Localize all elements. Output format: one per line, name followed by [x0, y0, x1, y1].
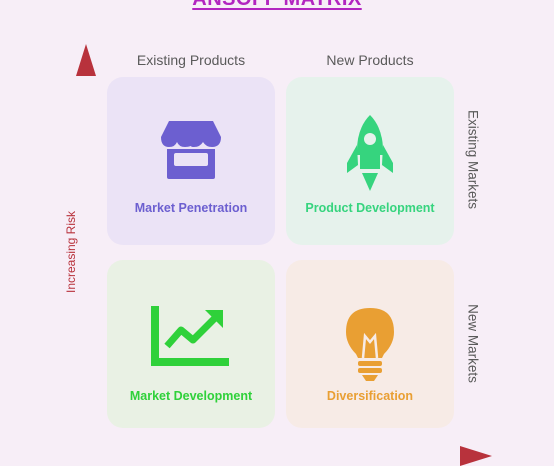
- trending-chart-icon: [107, 302, 275, 373]
- y-axis-label: Increasing Risk: [64, 210, 78, 294]
- quadrant-label: Product Development: [305, 201, 435, 215]
- quadrant-diversification: Diversification: [286, 260, 454, 428]
- storefront-icon: [107, 117, 275, 186]
- quadrant-market-development: Market Development: [107, 260, 275, 428]
- lightbulb-icon: [286, 306, 454, 387]
- diagram-title: ANSOFF MATRIX: [0, 0, 554, 11]
- x-axis-arrowhead: [460, 446, 492, 466]
- quadrant-market-penetration: Market Penetration: [107, 77, 275, 245]
- y-axis-arrowhead: [76, 44, 96, 76]
- column-header-existing-products: Existing Products: [136, 52, 246, 68]
- quadrant-label: Market Development: [129, 389, 253, 403]
- quadrant-label: Diversification: [326, 389, 414, 403]
- quadrant-label: Market Penetration: [134, 201, 248, 215]
- rocket-icon: [286, 113, 454, 198]
- column-header-new-products: New Products: [326, 52, 414, 68]
- quadrant-product-development: Product Development: [286, 77, 454, 245]
